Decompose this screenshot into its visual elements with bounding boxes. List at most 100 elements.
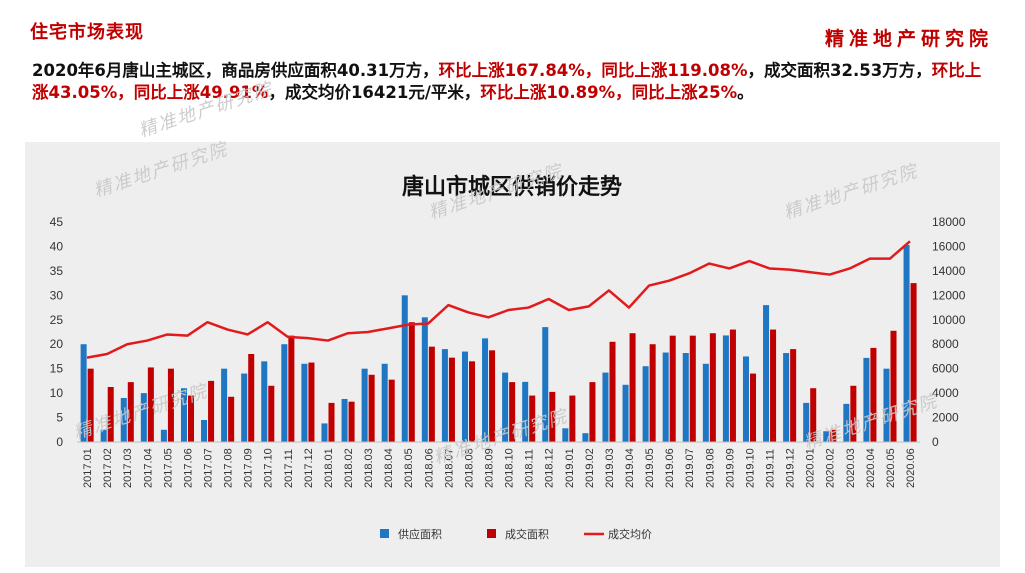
x-tick-label: 2019.08 xyxy=(704,448,716,488)
x-tick-label: 2020.05 xyxy=(885,448,897,488)
bar-supply-2018.08 xyxy=(461,351,468,442)
y-left-tick-label: 0 xyxy=(56,435,63,449)
bar-supply-2018.06 xyxy=(421,317,428,442)
bar-supply-2017.05 xyxy=(160,429,167,442)
x-tick-label: 2019.01 xyxy=(564,448,576,488)
x-tick-label: 2017.07 xyxy=(202,448,214,488)
bar-deal-area-2018.12 xyxy=(549,391,556,442)
axes-layer: 2017.01 2017.02 2017.03 2017.04 2017.05 2017.… xyxy=(50,215,966,488)
bar-deal-area-2017.06 xyxy=(187,395,195,442)
x-tick-label: 2019.07 xyxy=(684,448,696,488)
y-left-tick-label: 20 xyxy=(50,337,64,351)
summary-part-4: 。 xyxy=(737,83,754,102)
bar-supply-2019.09 xyxy=(722,335,729,442)
price-line-layer xyxy=(86,240,911,359)
x-tick-label: 2018.06 xyxy=(423,448,435,488)
bar-deal-area-2018.08 xyxy=(468,361,476,442)
x-tick-label: 2018.12 xyxy=(544,448,556,488)
bar-deal-area-2020.06 xyxy=(910,283,917,442)
bar-supply-2018.02 xyxy=(341,398,348,442)
bar-deal-area-2018.07 xyxy=(448,357,455,442)
x-tick-label: 2018.01 xyxy=(323,448,335,488)
y-right-tick-label: 2000 xyxy=(932,411,959,425)
bar-deal-area-2017.07 xyxy=(208,380,215,442)
bar-supply-2019.03 xyxy=(602,372,609,442)
y-right-tick-label: 10000 xyxy=(932,313,966,327)
x-tick-label: 2018.11 xyxy=(524,449,536,488)
x-tick-label: 2019.11 xyxy=(764,449,776,488)
bar-deal-area-2018.05 xyxy=(408,322,415,442)
bar-deal-area-2017.12 xyxy=(308,362,315,442)
x-tick-label: 2017.09 xyxy=(243,448,255,488)
x-tick-label: 2019.03 xyxy=(604,448,616,488)
x-tick-label: 2018.10 xyxy=(504,448,516,488)
x-tick-label: 2019.04 xyxy=(624,448,636,488)
bar-deal-area-2019.02 xyxy=(589,382,596,442)
y-left-tick-label: 30 xyxy=(50,288,64,302)
bar-deal-area-2020.01 xyxy=(810,388,817,442)
x-tick-label: 2018.02 xyxy=(343,448,355,488)
bar-supply-2018.04 xyxy=(381,363,388,442)
bar-deal-area-2018.04 xyxy=(388,379,395,442)
bar-deal-area-2017.03 xyxy=(127,382,134,442)
x-tick-label: 2017.03 xyxy=(122,448,134,488)
bar-supply-2017.03 xyxy=(120,398,127,442)
bar-supply-2017.04 xyxy=(140,393,147,442)
summary-part-2: ，成交面积32.53万方， xyxy=(747,61,932,80)
bar-supply-2019.01 xyxy=(562,428,569,442)
y-right-tick-label: 12000 xyxy=(932,288,966,302)
legend-label: 供应面积 xyxy=(398,527,442,541)
y-left-tick-label: 10 xyxy=(50,386,64,400)
summary-part-1: 2020年6月唐山主城区，商品房供应面积40.31万方， xyxy=(32,61,439,80)
x-tick-label: 2018.04 xyxy=(383,448,395,488)
x-tick-label: 2017.11 xyxy=(283,449,295,488)
x-tick-label: 2020.03 xyxy=(845,448,857,488)
legend-label: 成交面积 xyxy=(505,527,549,541)
bar-supply-2019.04 xyxy=(622,384,629,442)
bar-supply-2019.07 xyxy=(682,353,689,442)
bar-deal-area-2018.01 xyxy=(328,402,335,442)
bar-supply-2017.01 xyxy=(80,344,87,442)
bar-deal-area-2020.02 xyxy=(830,429,837,442)
x-tick-label: 2017.02 xyxy=(102,448,114,488)
bar-supply-2020.01 xyxy=(803,402,810,442)
x-tick-label: 2020.04 xyxy=(865,448,877,488)
y-right-tick-label: 16000 xyxy=(932,239,966,253)
bar-supply-2019.05 xyxy=(642,366,649,442)
bar-supply-2020.06 xyxy=(903,244,910,442)
x-tick-label: 2017.06 xyxy=(182,448,194,488)
bar-supply-2017.09 xyxy=(241,373,248,442)
y-left-tick-label: 15 xyxy=(50,362,64,376)
x-tick-label: 2018.03 xyxy=(363,448,375,488)
bar-supply-2018.01 xyxy=(321,423,328,442)
bar-supply-2017.12 xyxy=(301,363,308,442)
bar-deal-area-2019.09 xyxy=(729,329,736,442)
bar-deal-area-2017.10 xyxy=(268,385,275,442)
bar-deal-area-2018.11 xyxy=(529,395,536,442)
y-right-tick-label: 4000 xyxy=(932,386,959,400)
x-tick-label: 2017.01 xyxy=(82,448,94,488)
bar-deal-area-2018.02 xyxy=(348,401,355,442)
x-tick-label: 2020.02 xyxy=(825,448,837,488)
x-tick-label: 2019.09 xyxy=(724,448,736,488)
page-title: 住宅市场表现 xyxy=(30,22,144,43)
x-tick-label: 2017.08 xyxy=(223,448,235,488)
bar-supply-2019.08 xyxy=(702,363,709,442)
x-tick-label: 2019.05 xyxy=(644,448,656,488)
legend-swatch xyxy=(487,529,496,538)
x-tick-label: 2017.04 xyxy=(142,448,154,488)
y-left-tick-label: 35 xyxy=(50,264,64,278)
y-right-tick-label: 14000 xyxy=(932,264,966,278)
bar-supply-2019.06 xyxy=(662,352,669,442)
summary-part-3: ，成交均价16421元/平米， xyxy=(268,83,481,102)
bar-deal-area-2019.08 xyxy=(709,333,716,442)
bar-supply-2018.03 xyxy=(361,368,368,442)
x-tick-label: 2018.07 xyxy=(443,448,455,488)
bar-deal-area-2017.11 xyxy=(288,335,295,442)
bar-deal-area-2019.11 xyxy=(770,329,777,442)
chart-svg: 唐山市城区供销价走势 2017.01 2017.02 2017.03 2017.04 2… xyxy=(50,174,966,541)
x-tick-label: 2020.06 xyxy=(905,448,917,488)
bar-supply-2020.05 xyxy=(883,368,890,442)
x-tick-label: 2018.05 xyxy=(403,448,415,488)
